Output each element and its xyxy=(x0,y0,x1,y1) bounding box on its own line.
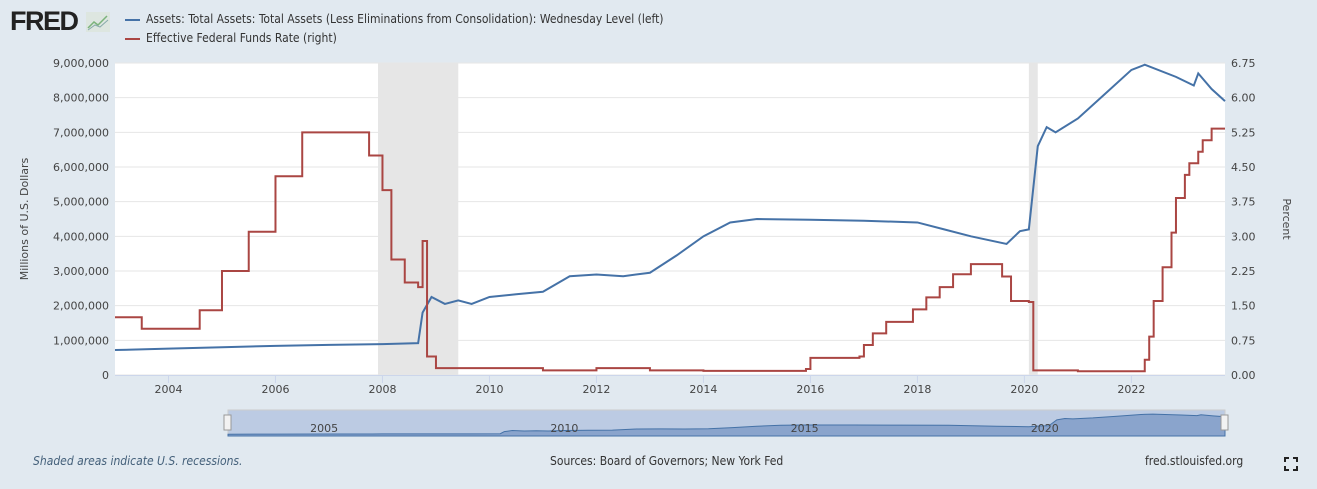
recession-band xyxy=(378,63,459,375)
x-tick-label: 2020 xyxy=(1010,383,1038,396)
navigator-tick-label: 2015 xyxy=(791,422,819,435)
sources: Sources: Board of Governors; New York Fe… xyxy=(550,454,784,468)
y-left-tick-label: 3,000,000 xyxy=(53,265,109,278)
x-tick-label: 2010 xyxy=(475,383,503,396)
navigator-handle-left[interactable] xyxy=(223,414,232,431)
y-right-tick-label: 6.75 xyxy=(1231,57,1256,70)
legend: Assets: Total Assets: Total Assets (Less… xyxy=(125,10,664,48)
y-right-tick-label: 0.00 xyxy=(1231,369,1256,382)
site-link[interactable]: fred.stlouisfed.org xyxy=(1145,454,1244,468)
x-tick-label: 2014 xyxy=(689,383,717,396)
assets-series-line[interactable] xyxy=(114,63,1226,352)
navigator-handle-right[interactable] xyxy=(1220,414,1229,431)
y-left-tick-label: 9,000,000 xyxy=(53,57,109,70)
chart: 0 0.00 1,000,000 0.75 2,000,000 1.50 3,000,000… xyxy=(18,57,1293,437)
legend-item-assets[interactable]: Assets: Total Assets: Total Assets (Less… xyxy=(125,10,664,29)
y-left-tick-label: 6,000,000 xyxy=(53,161,109,174)
y-left-tick-label: 4,000,000 xyxy=(53,230,109,243)
y-right-axis-title: Percent xyxy=(1280,198,1293,240)
recession-band xyxy=(1028,63,1038,375)
y-left-tick-label: 0 xyxy=(102,369,109,382)
fred-logo[interactable]: FRED xyxy=(10,6,110,37)
y-left-tick-label: 8,000,000 xyxy=(53,92,109,105)
x-tick-label: 2008 xyxy=(368,383,396,396)
assets-swatch xyxy=(125,18,140,21)
navigator-tick-label: 2020 xyxy=(1031,422,1059,435)
legend-item-fedfunds[interactable]: Effective Federal Funds Rate (right) xyxy=(125,29,664,48)
y-left-tick-label: 7,000,000 xyxy=(53,126,109,139)
navigator-series-area xyxy=(227,413,1226,437)
y-right-tick-label: 4.50 xyxy=(1231,161,1256,174)
recession-note: Shaded areas indicate U.S. recessions. xyxy=(33,454,243,468)
y-right-tick-label: 1.50 xyxy=(1231,300,1256,313)
x-tick-label: 2018 xyxy=(903,383,931,396)
y-right-tick-label: 6.00 xyxy=(1231,92,1256,105)
y-left-tick-label: 1,000,000 xyxy=(53,334,109,347)
chart-logo-icon xyxy=(85,12,110,32)
y-left-axis-title: Millions of U.S. Dollars xyxy=(18,157,31,280)
y-left-tick-label: 2,000,000 xyxy=(53,300,109,313)
navigator-tick-label: 2005 xyxy=(310,422,338,435)
y-left-tick-label: 5,000,000 xyxy=(53,196,109,209)
navigator-tick-label: 2010 xyxy=(550,422,578,435)
y-right-tick-label: 5.25 xyxy=(1231,126,1256,139)
y-right-tick-label: 0.75 xyxy=(1231,334,1256,347)
x-tick-label: 2012 xyxy=(582,383,610,396)
fedfunds-swatch xyxy=(125,37,140,40)
y-right-tick-label: 3.75 xyxy=(1231,196,1256,209)
plot-area xyxy=(115,63,1225,375)
fedfunds-series-line[interactable] xyxy=(115,127,1225,373)
x-tick-label: 2004 xyxy=(154,383,182,396)
fullscreen-icon[interactable] xyxy=(1284,457,1298,471)
y-right-tick-label: 2.25 xyxy=(1231,265,1256,278)
y-right-tick-label: 3.00 xyxy=(1231,230,1256,243)
x-tick-label: 2022 xyxy=(1117,383,1145,396)
x-tick-label: 2016 xyxy=(796,383,824,396)
x-tick-label: 2006 xyxy=(261,383,289,396)
